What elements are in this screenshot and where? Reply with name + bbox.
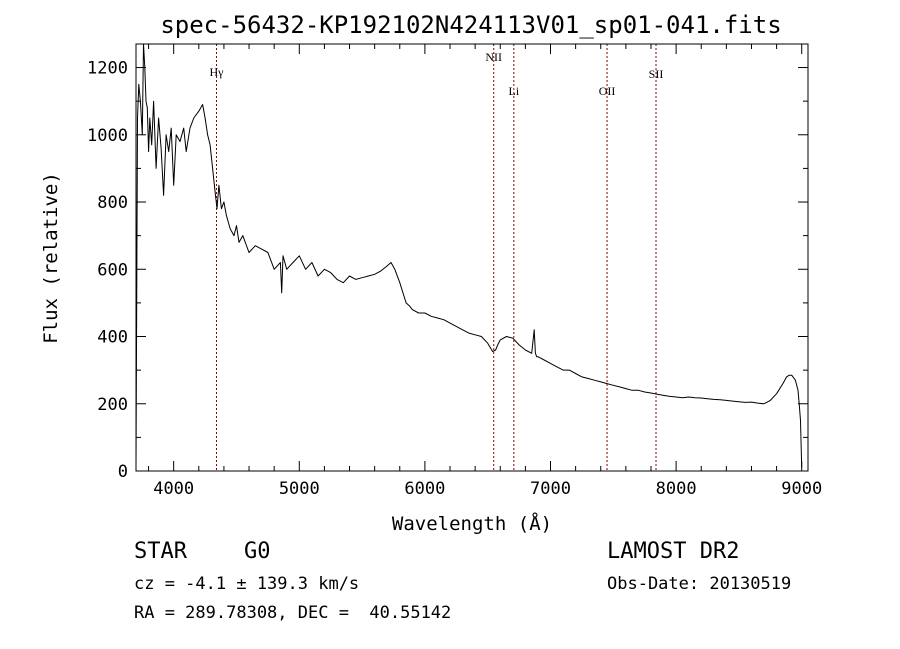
- x-axis-label: Wavelength (Å): [392, 512, 552, 535]
- y-axis-ticks: 0 200 400 600 800 1000 1200: [87, 59, 808, 482]
- spectral-line-label: OII: [599, 84, 616, 98]
- x-tick-label: 9000: [781, 479, 822, 499]
- survey-name: LAMOST DR2: [607, 539, 740, 564]
- y-axis-label: Flux (relative): [40, 172, 62, 344]
- spectral-line-labels: Hγ NII Li OII SII: [210, 50, 664, 98]
- object-type: STAR: [134, 539, 187, 564]
- y-tick-label: 600: [97, 260, 128, 280]
- spectral-line-label: Li: [508, 84, 519, 98]
- spectral-line-label: SII: [649, 67, 664, 81]
- sky-coordinates: RA = 289.78308, DEC = 40.55142: [134, 603, 452, 623]
- x-tick-label: 5000: [279, 479, 320, 499]
- x-tick-label: 4000: [153, 479, 194, 499]
- spectrum-line: [135, 43, 803, 468]
- y-tick-label: 400: [97, 328, 128, 348]
- y-tick-label: 1000: [87, 126, 128, 146]
- x-tick-label: 7000: [530, 479, 571, 499]
- spectral-line-label: Hγ: [210, 65, 225, 79]
- spectral-line-markers: [216, 44, 657, 471]
- object-subclass: G0: [244, 539, 271, 564]
- y-tick-label: 1200: [87, 59, 128, 79]
- x-tick-label: 8000: [656, 479, 697, 499]
- y-tick-label: 0: [118, 462, 128, 482]
- plot-frame: [135, 43, 809, 472]
- redshift-readout: cz = -4.1 ± 139.3 km/s: [134, 574, 360, 594]
- observation-date: Obs-Date: 20130519: [607, 574, 792, 594]
- y-tick-label: 200: [97, 395, 128, 415]
- spectral-line-label: NII: [485, 50, 502, 64]
- y-tick-label: 800: [97, 193, 128, 213]
- x-tick-label: 6000: [404, 479, 445, 499]
- chart-title: spec-56432-KP192102N424113V01_sp01-041.f…: [160, 11, 781, 39]
- spectrum-series: [135, 43, 803, 468]
- x-axis-ticks: 4000 5000 6000 7000 8000 9000: [148, 44, 822, 499]
